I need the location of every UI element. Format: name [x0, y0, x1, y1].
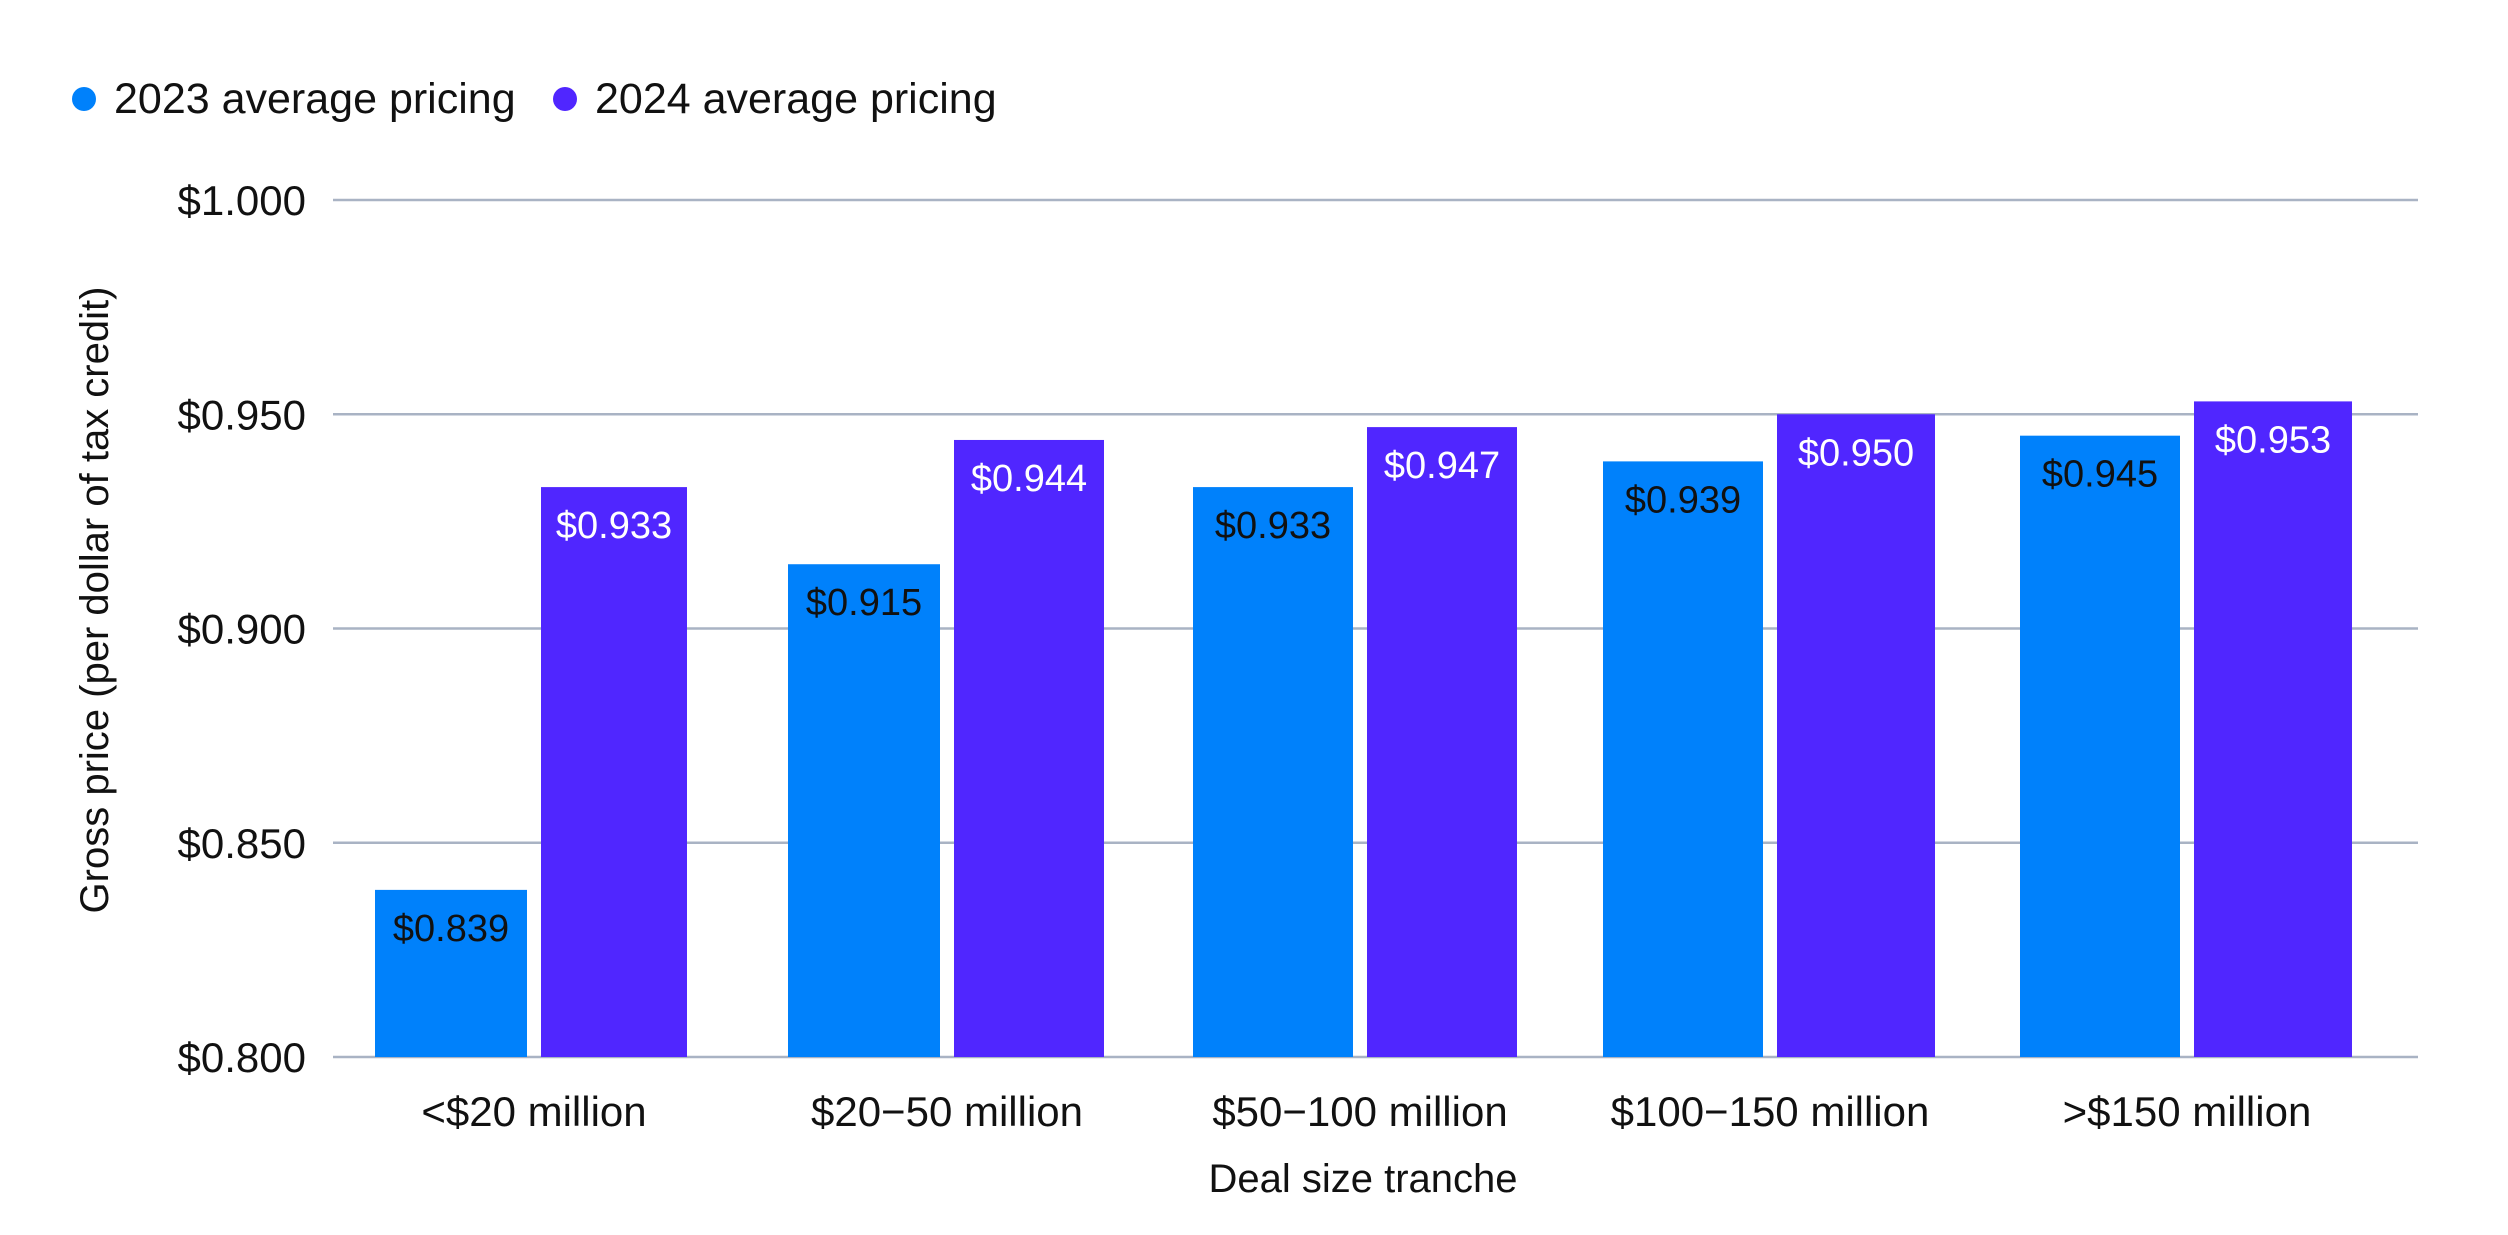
legend: 2023 average pricing 2024 average pricing	[72, 75, 997, 123]
data-label: $0.953	[2215, 419, 2331, 461]
bars: $0.839 $0.915 $0.933 $0.939 $0.945 $0.933 $0.9…	[375, 401, 2352, 1058]
y-axis-title: Gross price (per dollar of tax credit)	[73, 287, 117, 914]
y-tick-label: $0.850	[178, 820, 306, 867]
y-tick-label: $1.000	[178, 177, 306, 224]
x-tick-label: $20−50 million	[811, 1088, 1083, 1135]
y-tick-label: $0.800	[178, 1034, 306, 1081]
bar-2024-average-pricing-2	[954, 439, 1104, 1058]
bar-2024-average-pricing-4	[1777, 414, 1935, 1057]
x-axis-ticks: <$20 million $20−50 million $50−100 millio…	[421, 1088, 2311, 1135]
y-tick-label: $0.900	[178, 606, 306, 653]
x-tick-label: $100−150 million	[1611, 1088, 1930, 1135]
bar-2024-average-pricing-3	[1367, 427, 1517, 1058]
bar-2024-average-pricing-5	[2194, 401, 2352, 1057]
x-axis-title: Deal size tranche	[1208, 1157, 1517, 1201]
y-axis-ticks: $0.800 $0.850 $0.900 $0.950 $1.000	[178, 177, 306, 1081]
x-tick-label: >$150 million	[2063, 1088, 2312, 1135]
data-label: $0.944	[971, 458, 1087, 500]
y-tick-label: $0.950	[178, 391, 306, 438]
bar-2023-average-pricing-3	[1193, 487, 1353, 1058]
data-label: $0.950	[1798, 432, 1914, 474]
bar-2023-average-pricing-5	[2020, 435, 2180, 1057]
data-label: $0.947	[1384, 445, 1500, 487]
x-tick-label: <$20 million	[421, 1088, 646, 1135]
legend-marker	[553, 87, 577, 111]
bar-2024-average-pricing-1	[541, 487, 687, 1058]
data-label: $0.839	[393, 908, 509, 950]
x-tick-label: $50−100 million	[1212, 1088, 1507, 1135]
legend-label: 2023 average pricing	[114, 75, 516, 123]
bar-2023-average-pricing-2	[788, 564, 940, 1057]
bar-2023-average-pricing-1	[375, 889, 527, 1057]
legend-marker	[72, 87, 96, 111]
data-label: $0.933	[1215, 505, 1331, 547]
data-label: $0.933	[556, 505, 672, 547]
data-label: $0.945	[2042, 454, 2158, 496]
data-label: $0.915	[806, 582, 922, 624]
legend-label: 2024 average pricing	[595, 75, 997, 123]
data-label: $0.939	[1625, 479, 1741, 521]
bar-2023-average-pricing-4	[1603, 461, 1763, 1057]
